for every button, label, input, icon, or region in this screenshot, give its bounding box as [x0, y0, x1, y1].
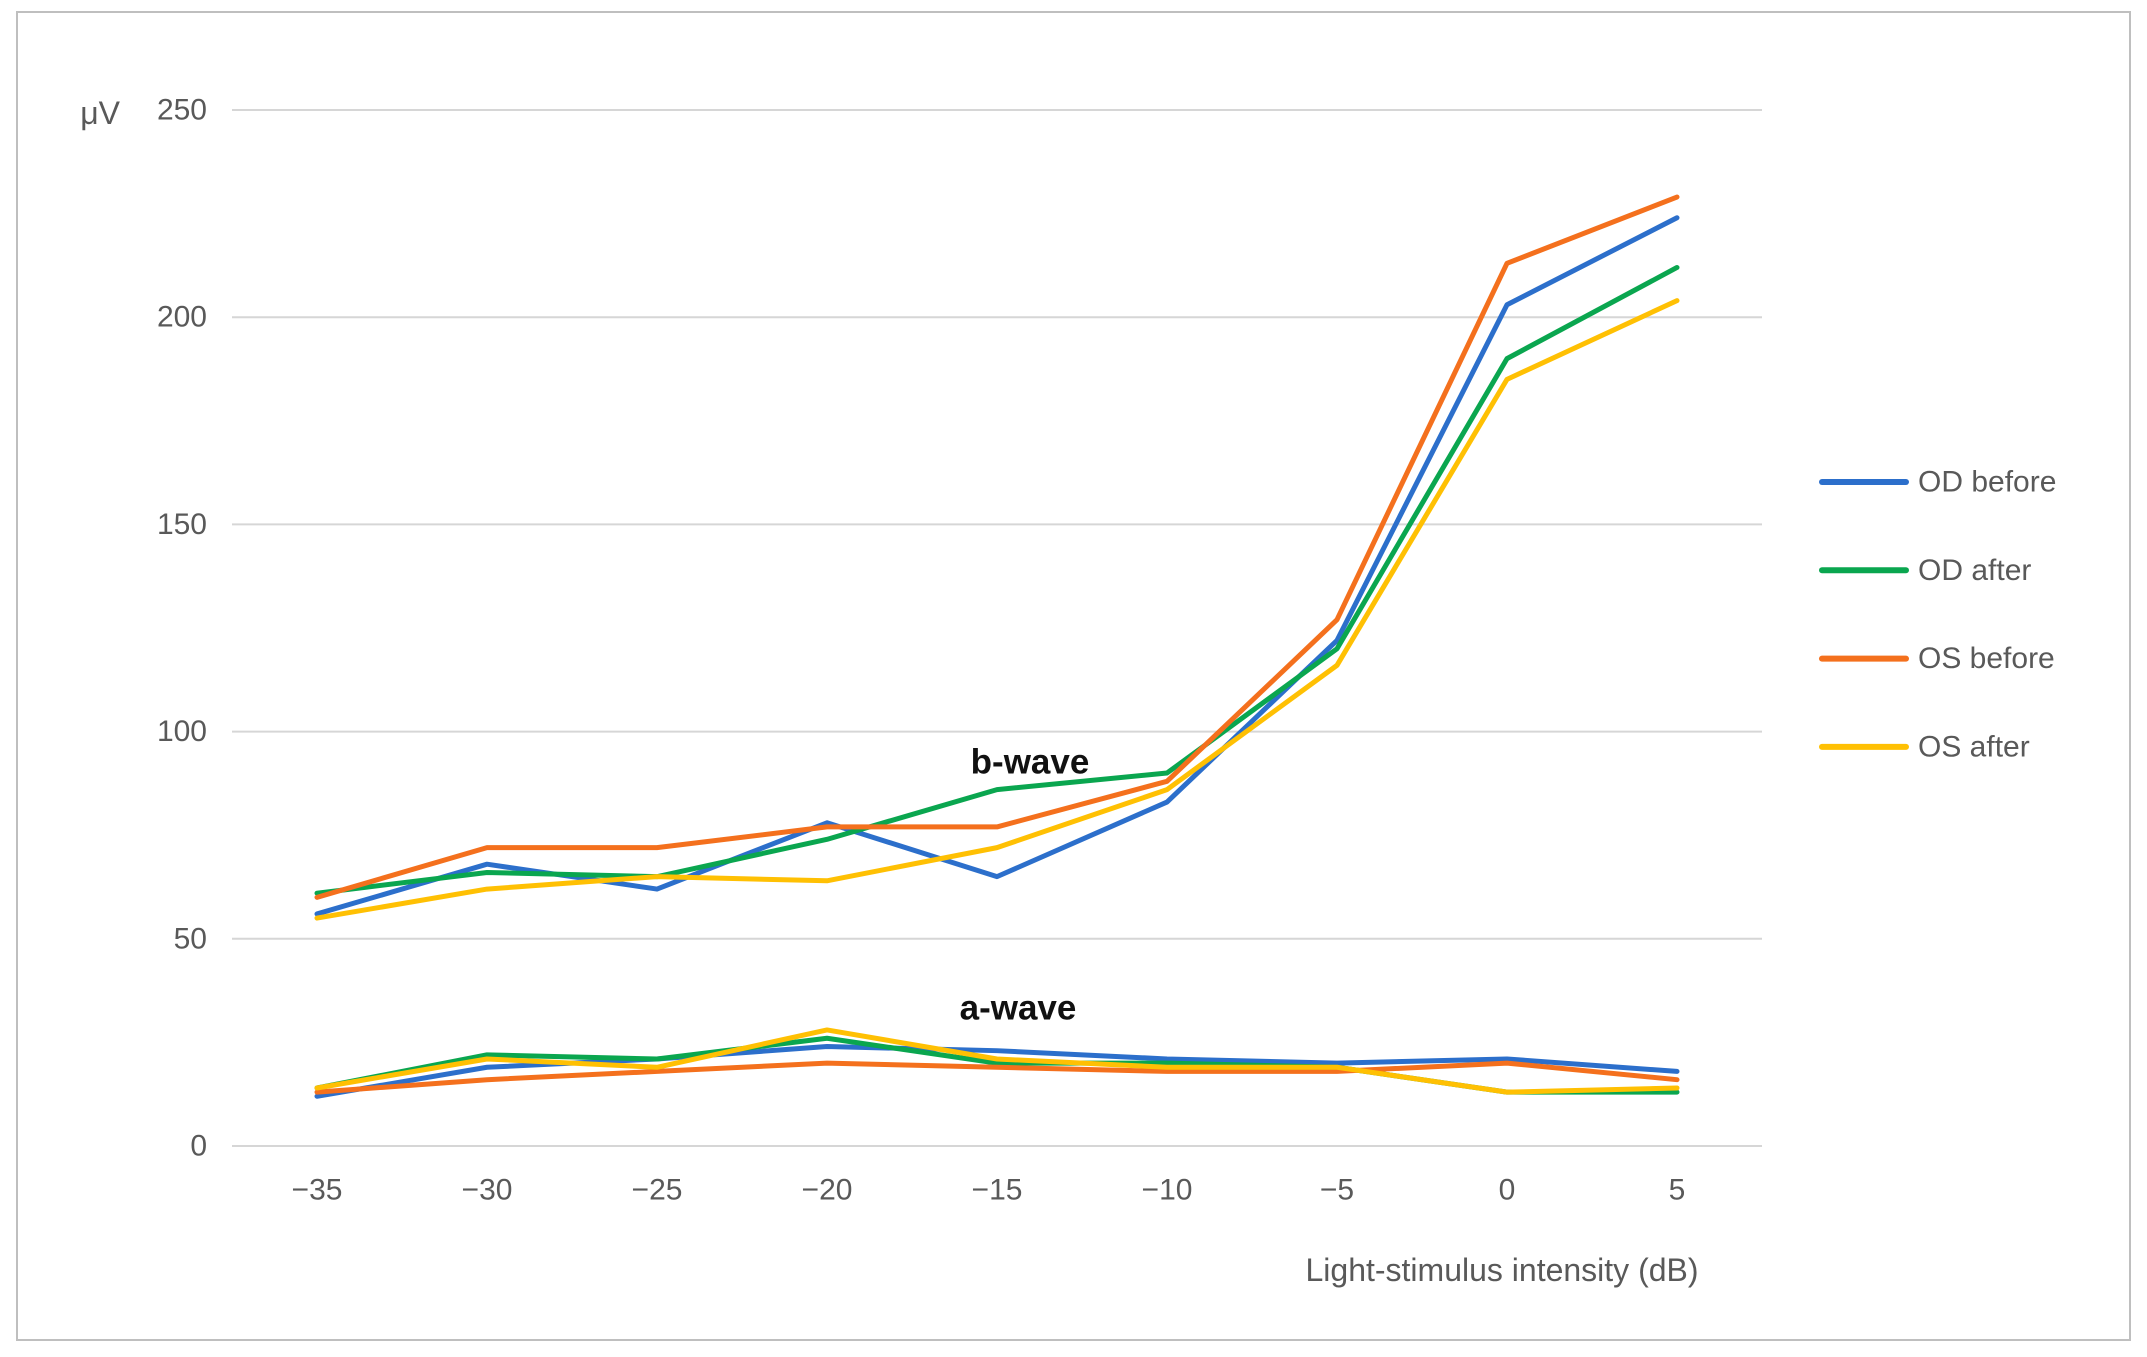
legend-label-os-after: OS after	[1918, 730, 2030, 763]
gridlines	[232, 109, 1762, 1147]
y-tick-label-100: 100	[157, 715, 207, 748]
x-tick-label--25: −25	[632, 1174, 683, 1207]
x-tick-label--30: −30	[462, 1174, 513, 1207]
x-tick-label--10: −10	[1142, 1174, 1193, 1207]
x-tick-label--5: −5	[1320, 1174, 1354, 1207]
b-wave-line-os-before[interactable]	[314, 194, 1680, 900]
x-tick-label-0: 0	[1499, 1174, 1516, 1207]
legend-label-os-before: OS before	[1918, 642, 2055, 675]
y-tick-label-50: 50	[174, 922, 207, 955]
b-wave-annotation: b-wave	[971, 743, 1090, 782]
legend-label-od-before: OD before	[1918, 466, 2056, 499]
x-tick-label--20: −20	[802, 1174, 853, 1207]
legend-item-os-before[interactable]: OS before	[1819, 642, 2055, 675]
y-axis-tick-labels: 0 50 100 150 200 250	[157, 94, 207, 1163]
y-tick-label-150: 150	[157, 508, 207, 541]
x-tick-label-5: 5	[1669, 1174, 1686, 1207]
a-wave-line-os-after[interactable]	[314, 1027, 1680, 1095]
a-wave-annotation: a-wave	[960, 989, 1077, 1028]
b-wave-line-od-before[interactable]	[314, 215, 1680, 917]
chart-legend: OD before OD after OS before OS after	[1819, 466, 2056, 763]
x-axis-title: Light-stimulus intensity (dB)	[1305, 1252, 1698, 1288]
legend-item-os-after[interactable]: OS after	[1819, 730, 2030, 763]
series-lines	[314, 194, 1680, 1099]
a-wave-line-os-before[interactable]	[314, 1060, 1680, 1095]
b-wave-line-od-after[interactable]	[314, 264, 1680, 896]
b-wave-line-os-after[interactable]	[314, 298, 1680, 921]
x-tick-label--15: −15	[972, 1174, 1023, 1207]
x-tick-label--35: −35	[292, 1174, 343, 1207]
legend-item-od-after[interactable]: OD after	[1819, 554, 2031, 587]
legend-item-od-before[interactable]: OD before	[1819, 466, 2056, 499]
legend-label-od-after: OD after	[1918, 554, 2031, 587]
a-wave-line-od-before[interactable]	[314, 1044, 1680, 1099]
figure-border	[16, 11, 2131, 1341]
y-axis-unit-label: μV	[80, 95, 120, 131]
y-tick-label-250: 250	[157, 94, 207, 127]
y-tick-label-200: 200	[157, 301, 207, 334]
x-axis-tick-labels: −35 −30 −25 −20 −15 −10 −5 0 5	[292, 1174, 1686, 1207]
y-tick-label-0: 0	[190, 1130, 207, 1163]
